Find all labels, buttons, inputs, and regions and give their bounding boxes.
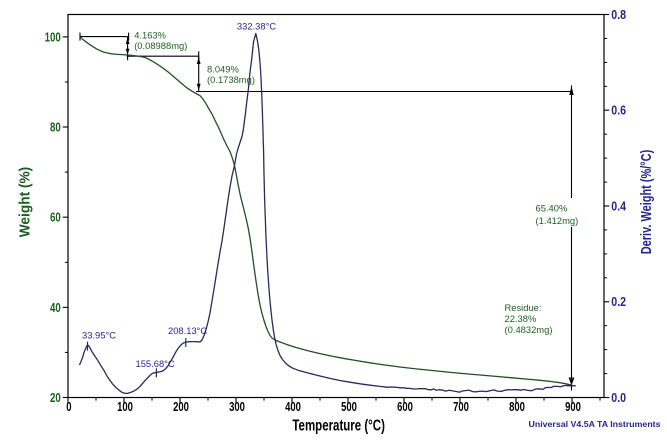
svg-text:700: 700 [453,400,469,414]
svg-text:8.049%: 8.049% [207,63,239,74]
svg-text:0.4: 0.4 [611,199,626,213]
svg-text:Residue:: Residue: [505,302,542,313]
svg-text:100: 100 [117,400,133,414]
svg-text:40: 40 [50,301,61,315]
svg-text:332.38°C: 332.38°C [237,21,276,32]
svg-text:400: 400 [285,400,301,414]
svg-text:Weight (%): Weight (%) [17,167,34,238]
svg-text:(0.1738mg): (0.1738mg) [207,74,255,85]
svg-text:200: 200 [173,400,189,414]
svg-text:0.2: 0.2 [611,295,626,309]
svg-text:20: 20 [50,391,61,405]
svg-text:4.163%: 4.163% [134,29,166,40]
svg-text:208.13°C: 208.13°C [168,325,207,336]
svg-text:(0.08988mg): (0.08988mg) [134,40,187,51]
svg-text:33.95°C: 33.95°C [82,330,116,341]
svg-text:(1.412mg): (1.412mg) [536,215,579,226]
svg-text:65.40%: 65.40% [536,203,568,214]
svg-text:Temperature (°C): Temperature (°C) [292,417,385,434]
svg-text:600: 600 [397,400,413,414]
svg-text:0.6: 0.6 [611,104,626,118]
svg-text:60: 60 [50,211,61,225]
svg-text:80: 80 [50,121,61,135]
svg-text:Universal V4.5A TA Instruments: Universal V4.5A TA Instruments [529,420,661,429]
svg-text:800: 800 [509,400,525,414]
svg-text:100: 100 [45,30,61,44]
svg-text:155.68°C: 155.68°C [136,358,175,369]
svg-text:Deriv. Weight (%/°C): Deriv. Weight (%/°C) [638,150,655,255]
svg-text:0.8: 0.8 [611,8,626,22]
svg-text:(0.4832mg): (0.4832mg) [505,324,553,335]
svg-text:22.38%: 22.38% [505,313,537,324]
svg-text:0.0: 0.0 [611,391,626,405]
svg-text:900: 900 [565,400,581,414]
svg-text:500: 500 [341,400,357,414]
svg-text:300: 300 [229,400,245,414]
svg-text:0: 0 [66,400,71,414]
